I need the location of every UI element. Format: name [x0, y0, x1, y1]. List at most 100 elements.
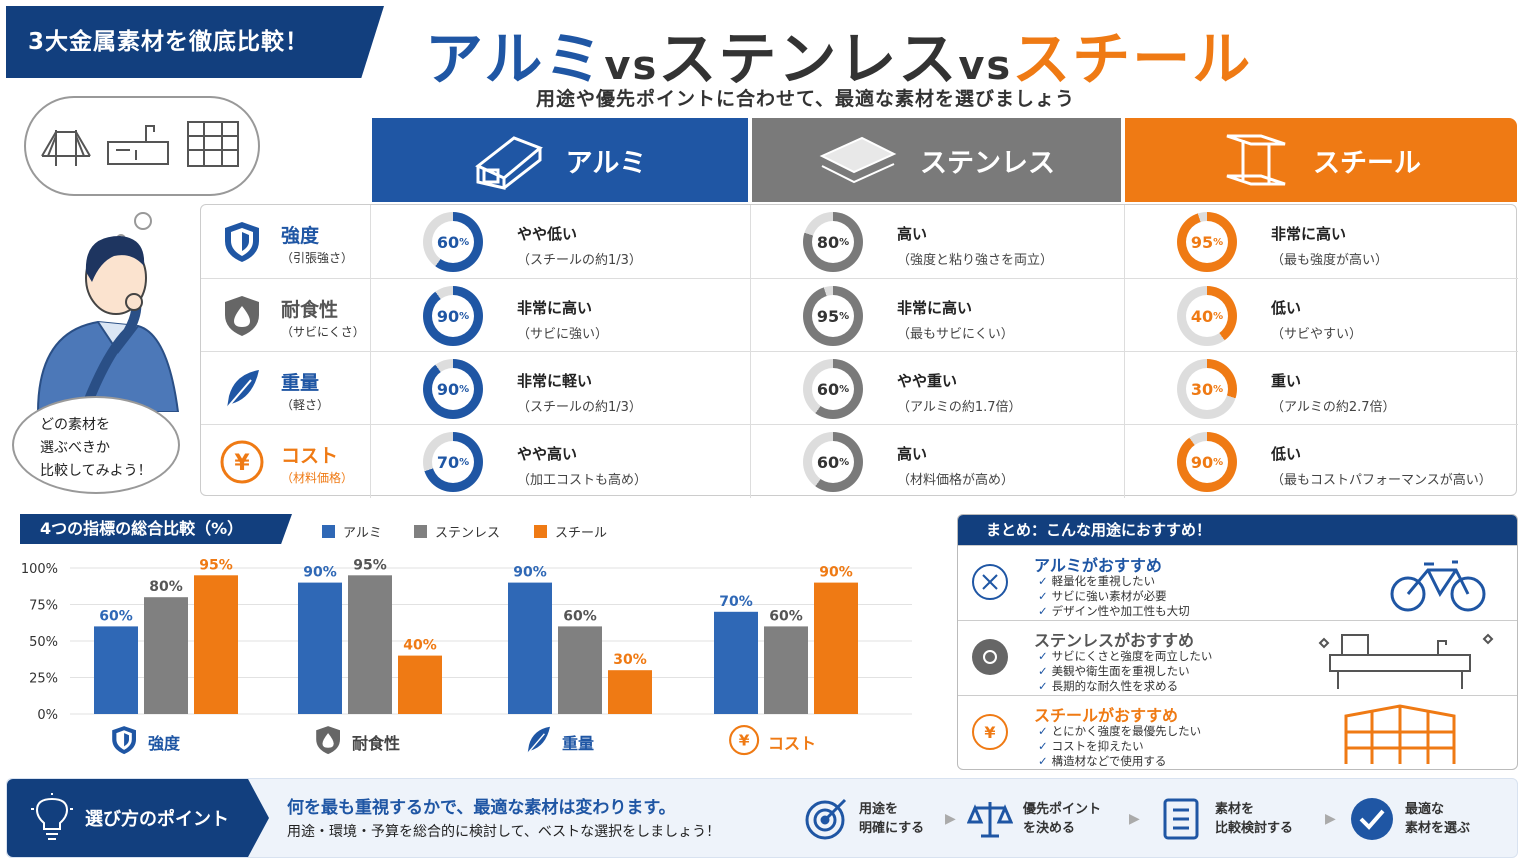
bar-1-2 — [398, 655, 442, 714]
lightbulb-icon — [31, 793, 73, 840]
y-tick-label: 50% — [29, 635, 58, 650]
summary-point: 軽量化を重視したい — [1038, 574, 1190, 589]
percent-ring: 90% — [423, 286, 483, 346]
criteria-row: ¥ コスト （材料価格） 70% やや高い （加工コストも高め） 60% 高い （材料価格が高め… — [201, 424, 1518, 498]
summary-point: 構造材などで使用する — [1038, 754, 1201, 769]
percent-value: 30% — [1186, 368, 1228, 410]
rating-cell: 95% 非常に高い （最もサビにくい） — [751, 279, 1125, 352]
thought-bubble-dot — [134, 212, 152, 230]
footer-header: 選び方のポイント — [7, 779, 269, 857]
data-label: 60% — [563, 608, 597, 624]
percent-value: 95% — [812, 295, 854, 337]
percent-ring: 90% — [423, 359, 483, 419]
summary-point: 長期的な耐久性を求める — [1038, 679, 1212, 694]
legend-item-aluminum: アルミ — [322, 522, 382, 541]
percent-ring: 40% — [1177, 286, 1237, 346]
percent-ring: 30% — [1177, 359, 1237, 419]
data-label: 40% — [403, 638, 437, 654]
drop-shield-icon — [219, 293, 265, 339]
y-tick-label: 0% — [37, 708, 58, 723]
stainless-mark-icon — [972, 639, 1008, 675]
summary-point: コストを抑えたい — [1038, 739, 1201, 754]
percent-value: 40% — [1186, 295, 1228, 337]
rating-note: （材料価格が高め） — [897, 473, 1015, 488]
scale-icon — [967, 802, 1013, 838]
y-tick-label: 100% — [21, 562, 58, 577]
rating-label: 非常に高い — [1271, 225, 1347, 243]
criteria-label: 強度 （引張強さ） — [201, 205, 371, 278]
rating-note: （スチールの約1/3） — [517, 253, 642, 268]
rating-cell: 95% 非常に高い （最も強度が高い） — [1125, 205, 1518, 278]
speech-bubble: どの素材を 選ぶべきか 比較してみよう！ — [12, 396, 180, 494]
rating-cell: 30% 重い （アルミの約2.7倍） — [1125, 352, 1518, 425]
percent-value: 60% — [812, 441, 854, 483]
bar-2-2 — [608, 670, 652, 714]
arrow-icon: ▶ — [1325, 811, 1336, 827]
footer-main-text: 何を最も重視するかで、最適な素材は変わります。 — [287, 798, 676, 818]
criteria-row: 強度 （引張強さ） 60% やや低い （スチールの約1/3） 80% 高い （強度と粘り強さを… — [201, 205, 1518, 278]
bar-2-0 — [508, 582, 552, 714]
data-label: 70% — [719, 594, 753, 610]
percent-value: 90% — [1186, 441, 1228, 483]
data-label: 90% — [303, 565, 337, 581]
summary-point: 美観や衛生面を重視したい — [1038, 664, 1212, 679]
summary-point: サビに強い素材が必要 — [1038, 589, 1190, 604]
criteria-name: コスト — [281, 445, 339, 467]
drop-shield-icon — [316, 726, 340, 755]
building-frame-icon — [187, 121, 239, 167]
bar-3-1 — [764, 626, 808, 714]
feather-icon — [219, 366, 265, 412]
rating-note: （強度と粘り強さを両立） — [897, 253, 1054, 268]
criteria-name: 重量 — [281, 372, 320, 394]
percent-value: 80% — [812, 221, 854, 263]
criteria-label: ¥ コスト （材料価格） — [201, 425, 371, 498]
check-circle-icon — [1351, 798, 1393, 840]
rating-label: 高い — [897, 225, 928, 243]
bar-0-2 — [194, 575, 238, 714]
data-label: 60% — [99, 608, 133, 624]
rating-cell: 60% やや重い （アルミの約1.7倍） — [751, 352, 1125, 425]
footer-tips: 選び方のポイント 何を最も重視するかで、最適な素材は変わります。 用途・環境・予… — [6, 778, 1518, 858]
summary-point: サビにくさと強度を両立したい — [1038, 649, 1213, 664]
rating-cell: 70% やや高い （加工コストも高め） — [371, 425, 751, 498]
summary-panel: まとめ：こんな用途におすすめ！ アルミがおすすめ 軽量化を重視したいサビに強い素… — [957, 514, 1518, 770]
column-header-aluminum: アルミ — [372, 118, 748, 202]
shield-icon — [219, 219, 265, 265]
page-title: アルミvsステンレスvsスチール — [425, 25, 1253, 93]
percent-ring: 60% — [423, 212, 483, 272]
summary-item-stainless: ステンレスがおすすめ サビにくさと強度を両立したい美観や衛生面を重視したい長期的… — [958, 620, 1517, 695]
rating-label: やや低い — [517, 225, 578, 243]
svg-text:¥: ¥ — [739, 732, 750, 750]
percent-value: 60% — [812, 368, 854, 410]
rating-label: 非常に高い — [897, 299, 973, 317]
bar-3-0 — [714, 611, 758, 714]
rating-label: 高い — [897, 445, 928, 463]
bar-chart: 0% 25% 50% 75% 100% 60% 80% 95% 強度 90% 95% 40% 耐食性 90… — [21, 557, 912, 756]
rating-label: 非常に軽い — [517, 372, 593, 390]
x-category-label: コスト — [768, 734, 816, 753]
criteria-name: 強度 — [281, 225, 320, 247]
bar-1-0 — [298, 582, 342, 714]
criteria-name: 耐食性 — [281, 299, 339, 321]
rating-cell: 90% 非常に軽い （スチールの約1/3） — [371, 352, 751, 425]
column-header-stainless: ステンレス — [752, 118, 1121, 202]
summary-item-title: ステンレスがおすすめ — [1034, 631, 1195, 650]
rating-label: 重い — [1271, 372, 1302, 390]
summary-item-title: スチールがおすすめ — [1034, 706, 1179, 725]
bar-0-0 — [94, 626, 138, 714]
bar-2-1 — [558, 626, 602, 714]
rating-cell: 80% 高い （強度と粘り強さを両立） — [751, 205, 1125, 278]
comparison-table: 強度 （引張強さ） 60% やや低い （スチールの約1/3） 80% 高い （強度と粘り強さを… — [200, 204, 1518, 498]
header-banner: 3大金属素材を徹底比較！ — [6, 6, 384, 78]
yen-icon: ¥ — [972, 714, 1008, 750]
criteria-sub: （材料価格） — [281, 471, 354, 485]
target-icon — [805, 798, 847, 840]
percent-ring: 80% — [803, 212, 863, 272]
step-set-priority: 優先ポイント を決める — [967, 799, 1101, 839]
rating-cell: 40% 低い （サビやすい） — [1125, 279, 1518, 352]
percent-ring: 70% — [423, 432, 483, 492]
rating-cell: 60% やや低い （スチールの約1/3） — [371, 205, 751, 278]
x-category-label: 強度 — [148, 734, 181, 753]
percent-value: 90% — [432, 368, 474, 410]
steel-frame-icon — [1344, 704, 1456, 764]
